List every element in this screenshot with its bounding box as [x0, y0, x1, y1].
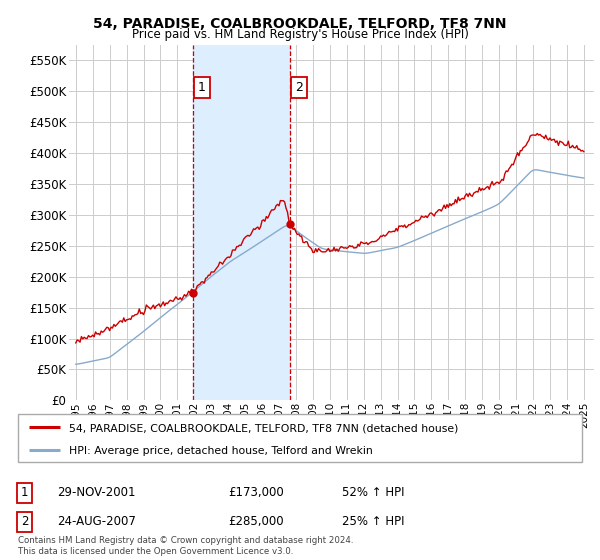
Text: £173,000: £173,000: [228, 486, 284, 500]
Text: 1: 1: [198, 81, 206, 94]
Text: HPI: Average price, detached house, Telford and Wrekin: HPI: Average price, detached house, Telf…: [69, 446, 373, 456]
Text: £285,000: £285,000: [228, 515, 284, 529]
Text: 2: 2: [295, 81, 303, 94]
Text: 52% ↑ HPI: 52% ↑ HPI: [342, 486, 404, 500]
Text: 54, PARADISE, COALBROOKDALE, TELFORD, TF8 7NN (detached house): 54, PARADISE, COALBROOKDALE, TELFORD, TF…: [69, 423, 458, 433]
Text: Contains HM Land Registry data © Crown copyright and database right 2024.
This d: Contains HM Land Registry data © Crown c…: [18, 536, 353, 556]
Text: 24-AUG-2007: 24-AUG-2007: [57, 515, 136, 529]
Text: 29-NOV-2001: 29-NOV-2001: [57, 486, 136, 500]
Text: 2: 2: [21, 515, 29, 529]
Text: 54, PARADISE, COALBROOKDALE, TELFORD, TF8 7NN: 54, PARADISE, COALBROOKDALE, TELFORD, TF…: [93, 17, 507, 31]
Bar: [193, 45, 290, 400]
Text: 25% ↑ HPI: 25% ↑ HPI: [342, 515, 404, 529]
Text: 1: 1: [21, 486, 29, 500]
Text: Price paid vs. HM Land Registry's House Price Index (HPI): Price paid vs. HM Land Registry's House …: [131, 28, 469, 41]
